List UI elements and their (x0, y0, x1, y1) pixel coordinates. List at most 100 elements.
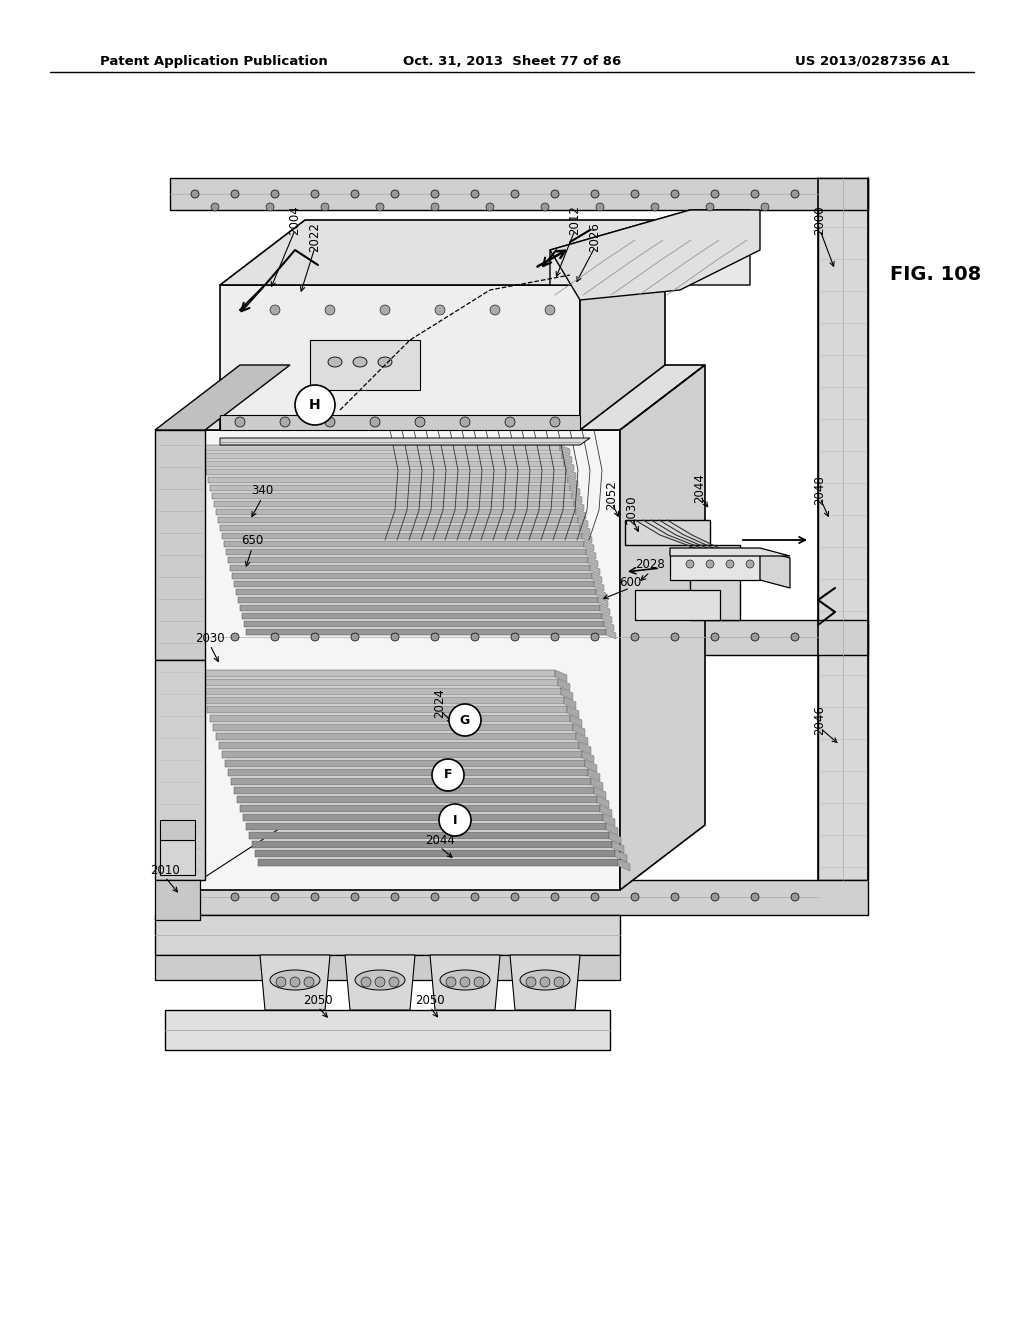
Ellipse shape (353, 356, 367, 367)
Polygon shape (220, 438, 590, 445)
Polygon shape (690, 545, 740, 620)
Polygon shape (568, 477, 578, 487)
Polygon shape (200, 445, 560, 451)
Circle shape (474, 977, 484, 987)
Polygon shape (612, 841, 624, 853)
Polygon shape (237, 796, 597, 803)
Polygon shape (590, 565, 600, 576)
Ellipse shape (378, 356, 392, 367)
Polygon shape (242, 612, 602, 619)
Circle shape (791, 634, 799, 642)
Circle shape (266, 203, 274, 211)
Text: 2022: 2022 (308, 222, 322, 252)
Polygon shape (670, 548, 790, 556)
Polygon shape (220, 414, 580, 430)
Polygon shape (510, 954, 580, 1010)
Polygon shape (234, 787, 594, 795)
Polygon shape (155, 880, 200, 920)
Circle shape (271, 894, 279, 902)
Circle shape (751, 894, 759, 902)
Text: 2000: 2000 (813, 205, 826, 235)
Circle shape (231, 894, 239, 902)
Circle shape (671, 190, 679, 198)
Polygon shape (208, 477, 568, 483)
Polygon shape (618, 859, 630, 871)
Polygon shape (310, 341, 420, 389)
Polygon shape (600, 805, 612, 817)
Polygon shape (204, 461, 564, 467)
Circle shape (751, 634, 759, 642)
Ellipse shape (520, 970, 570, 990)
Circle shape (550, 417, 560, 426)
Polygon shape (575, 733, 588, 744)
Polygon shape (170, 620, 868, 655)
Circle shape (191, 190, 199, 198)
Text: 2010: 2010 (151, 863, 180, 876)
Circle shape (311, 634, 319, 642)
Text: G: G (460, 714, 470, 726)
Circle shape (631, 190, 639, 198)
Polygon shape (204, 697, 564, 704)
Circle shape (231, 190, 239, 198)
Circle shape (471, 190, 479, 198)
Circle shape (211, 203, 219, 211)
Text: Oct. 31, 2013  Sheet 77 of 86: Oct. 31, 2013 Sheet 77 of 86 (402, 55, 622, 69)
Polygon shape (345, 954, 415, 1010)
Polygon shape (240, 805, 600, 812)
Polygon shape (218, 517, 578, 523)
Circle shape (631, 634, 639, 642)
Circle shape (351, 894, 359, 902)
Text: 2044: 2044 (693, 473, 707, 503)
Circle shape (431, 203, 439, 211)
Text: 2050: 2050 (415, 994, 444, 1006)
Polygon shape (236, 589, 596, 595)
Polygon shape (670, 550, 760, 579)
Polygon shape (596, 589, 606, 599)
Polygon shape (155, 660, 205, 880)
Circle shape (671, 634, 679, 642)
Polygon shape (575, 510, 586, 519)
Polygon shape (570, 715, 582, 727)
Polygon shape (560, 445, 570, 455)
Circle shape (321, 203, 329, 211)
Text: H: H (309, 399, 321, 412)
Polygon shape (555, 671, 567, 682)
Circle shape (290, 977, 300, 987)
Polygon shape (222, 751, 582, 758)
Circle shape (706, 560, 714, 568)
Polygon shape (609, 832, 621, 843)
Polygon shape (594, 581, 604, 591)
Circle shape (511, 190, 519, 198)
Polygon shape (226, 549, 586, 554)
Polygon shape (220, 525, 580, 531)
Polygon shape (635, 590, 720, 620)
Circle shape (554, 977, 564, 987)
Polygon shape (598, 597, 608, 607)
Circle shape (449, 704, 481, 737)
Polygon shape (615, 850, 627, 862)
Circle shape (791, 190, 799, 198)
Polygon shape (185, 366, 705, 430)
Polygon shape (155, 366, 290, 430)
Polygon shape (243, 814, 603, 821)
Circle shape (631, 894, 639, 902)
Polygon shape (606, 630, 616, 639)
Polygon shape (574, 502, 584, 511)
Polygon shape (228, 770, 588, 776)
Polygon shape (582, 533, 592, 543)
Polygon shape (566, 469, 575, 479)
Text: 2012: 2012 (568, 205, 582, 235)
Circle shape (671, 894, 679, 902)
Circle shape (591, 894, 599, 902)
Text: 2046: 2046 (813, 705, 826, 735)
Polygon shape (155, 915, 620, 954)
Polygon shape (170, 178, 868, 210)
Polygon shape (198, 678, 558, 686)
Circle shape (391, 634, 399, 642)
Circle shape (686, 560, 694, 568)
Circle shape (540, 977, 550, 987)
Text: 2004: 2004 (289, 205, 301, 235)
Polygon shape (234, 581, 594, 587)
Polygon shape (160, 820, 195, 840)
Circle shape (471, 634, 479, 642)
